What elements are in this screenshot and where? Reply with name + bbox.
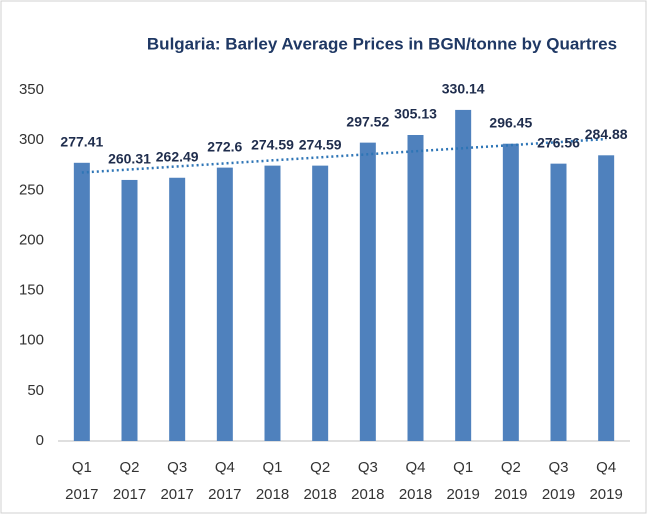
value-label: 297.52 xyxy=(346,113,389,129)
value-label: 296.45 xyxy=(489,114,532,130)
y-tick-label: 350 xyxy=(19,81,44,98)
value-label: 276.56 xyxy=(537,134,580,150)
y-tick-label: 250 xyxy=(19,181,44,198)
y-tick-label: 100 xyxy=(19,332,44,349)
x-tick-label: Q4 xyxy=(215,459,235,476)
bar xyxy=(73,162,90,441)
chart-title: Bulgaria: Barley Average Prices in BGN/t… xyxy=(147,34,617,53)
x-tick-label: Q3 xyxy=(358,459,378,476)
x-tick-label: 2019 xyxy=(494,486,527,503)
value-label: 330.14 xyxy=(442,81,485,97)
x-tick-label: Q1 xyxy=(72,459,92,476)
x-tick-label: 2017 xyxy=(208,486,241,503)
value-label: 262.49 xyxy=(156,148,199,164)
x-tick-label: 2018 xyxy=(256,486,289,503)
value-label: 274.59 xyxy=(299,136,342,152)
y-tick-label: 200 xyxy=(19,231,44,248)
value-label: 277.41 xyxy=(60,134,103,150)
bar xyxy=(359,142,376,441)
x-tick-label: 2017 xyxy=(113,486,146,503)
bar xyxy=(216,167,233,441)
value-label: 260.31 xyxy=(108,151,151,167)
x-tick-label: 2019 xyxy=(446,486,479,503)
bar xyxy=(121,179,138,441)
value-label: 284.88 xyxy=(585,126,628,142)
x-tick-label: 2017 xyxy=(65,486,98,503)
bar xyxy=(550,163,567,441)
x-tick-label: Q2 xyxy=(119,459,139,476)
x-tick-label: Q3 xyxy=(548,459,568,476)
bar xyxy=(455,109,472,441)
bar xyxy=(502,143,519,441)
y-tick-label: 50 xyxy=(27,382,44,399)
bar xyxy=(312,165,329,441)
x-tick-label: Q1 xyxy=(262,459,282,476)
y-tick-label: 300 xyxy=(19,131,44,148)
bar xyxy=(169,177,186,442)
x-tick-label: 2018 xyxy=(303,486,336,503)
x-tick-label: 2019 xyxy=(542,486,575,503)
x-tick-label: Q2 xyxy=(310,459,330,476)
x-tick-label: 2018 xyxy=(351,486,384,503)
x-tick-label: 2018 xyxy=(399,486,432,503)
x-tick-label: Q4 xyxy=(596,459,616,476)
y-tick-label: 0 xyxy=(36,432,44,449)
x-tick-label: Q3 xyxy=(167,459,187,476)
value-label: 305.13 xyxy=(394,106,437,122)
x-tick-label: Q4 xyxy=(405,459,425,476)
y-tick-label: 150 xyxy=(19,282,44,299)
x-tick-label: 2017 xyxy=(160,486,193,503)
value-label: 272.6 xyxy=(207,138,242,154)
value-label: 274.59 xyxy=(251,136,294,152)
x-tick-label: Q1 xyxy=(453,459,473,476)
x-tick-label: Q2 xyxy=(501,459,521,476)
bar xyxy=(407,134,424,441)
x-tick-label: 2019 xyxy=(589,486,622,503)
bar xyxy=(264,165,281,441)
bar xyxy=(598,155,615,441)
